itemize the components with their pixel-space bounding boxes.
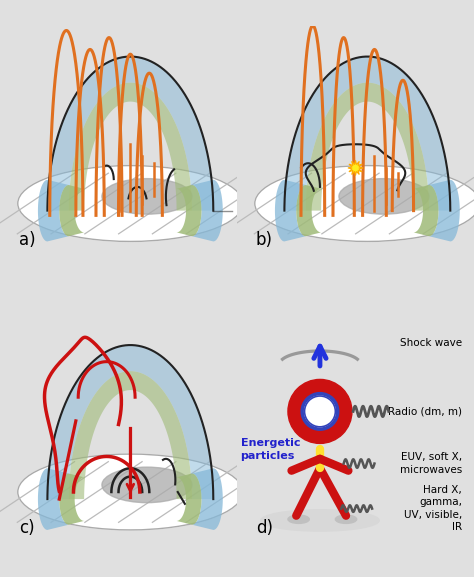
Circle shape (288, 380, 352, 443)
Polygon shape (192, 180, 223, 241)
Text: c): c) (19, 519, 35, 537)
Polygon shape (429, 180, 460, 241)
Text: Radio (dm, m): Radio (dm, m) (388, 406, 462, 417)
Polygon shape (296, 185, 321, 236)
Ellipse shape (261, 509, 379, 531)
Ellipse shape (102, 467, 192, 503)
Text: a): a) (19, 231, 36, 249)
Polygon shape (413, 185, 438, 236)
Polygon shape (38, 180, 69, 241)
Ellipse shape (288, 515, 309, 523)
Polygon shape (176, 185, 201, 236)
Polygon shape (284, 57, 450, 211)
Polygon shape (59, 474, 84, 524)
Ellipse shape (339, 179, 429, 214)
Polygon shape (59, 185, 84, 236)
Polygon shape (38, 469, 69, 530)
Polygon shape (192, 469, 223, 530)
Text: b): b) (256, 231, 273, 249)
Ellipse shape (255, 166, 474, 241)
Ellipse shape (18, 166, 243, 241)
Polygon shape (69, 371, 192, 499)
Polygon shape (69, 83, 192, 211)
Polygon shape (275, 180, 306, 241)
Circle shape (302, 394, 337, 429)
Polygon shape (47, 345, 213, 499)
Ellipse shape (102, 179, 192, 214)
Text: d): d) (256, 519, 273, 537)
Ellipse shape (18, 454, 243, 530)
Polygon shape (176, 474, 201, 524)
Text: EUV, soft X,
microwaves: EUV, soft X, microwaves (400, 452, 462, 475)
Polygon shape (47, 57, 213, 211)
Ellipse shape (335, 515, 356, 523)
Polygon shape (306, 83, 429, 211)
Text: Hard X,
gamma,
UV, visible,
IR: Hard X, gamma, UV, visible, IR (404, 485, 462, 532)
Text: Energetic
particles: Energetic particles (240, 438, 300, 461)
Polygon shape (348, 160, 363, 175)
Text: Shock wave: Shock wave (400, 338, 462, 348)
